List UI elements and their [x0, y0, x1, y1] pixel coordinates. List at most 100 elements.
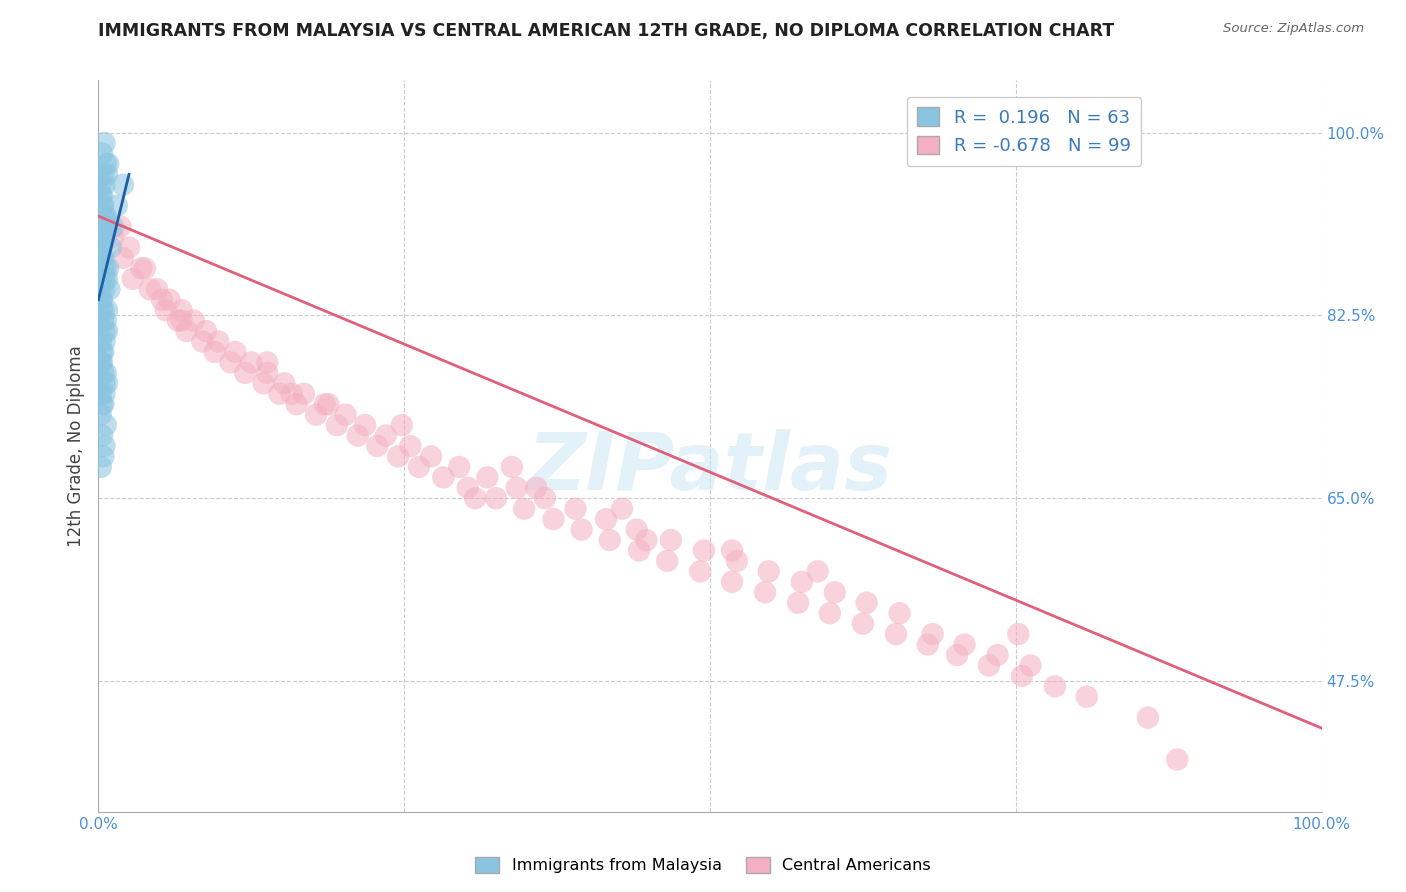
Point: [91, 240, 114, 254]
Point: [721, 574, 744, 589]
Point: [121, 272, 143, 286]
Point: [1136, 711, 1159, 725]
Point: [97, 157, 120, 171]
Point: [91, 366, 114, 380]
Point: [93, 386, 115, 401]
Point: [534, 491, 557, 506]
Point: [754, 585, 776, 599]
Point: [97, 261, 120, 276]
Point: [657, 554, 679, 568]
Point: [725, 554, 748, 568]
Point: [90, 178, 112, 192]
Point: [758, 565, 780, 579]
Point: [256, 355, 278, 369]
Legend: R =  0.196   N = 63, R = -0.678   N = 99: R = 0.196 N = 63, R = -0.678 N = 99: [907, 96, 1142, 166]
Point: [94, 418, 117, 433]
Point: [96, 272, 118, 286]
Point: [94, 313, 117, 327]
Point: [101, 230, 124, 244]
Point: [118, 240, 141, 254]
Y-axis label: 12th Grade, No Diploma: 12th Grade, No Diploma: [66, 345, 84, 547]
Point: [96, 303, 118, 318]
Point: [659, 533, 682, 547]
Point: [93, 178, 115, 192]
Point: [91, 345, 114, 359]
Point: [96, 376, 118, 391]
Point: [93, 282, 115, 296]
Point: [90, 459, 112, 474]
Point: [134, 261, 156, 276]
Point: [219, 355, 242, 369]
Point: [93, 136, 115, 150]
Point: [318, 397, 340, 411]
Point: [176, 324, 198, 338]
Point: [399, 439, 422, 453]
Point: [824, 585, 846, 599]
Point: [477, 470, 499, 484]
Point: [1076, 690, 1098, 704]
Point: [91, 428, 114, 442]
Point: [889, 606, 911, 620]
Text: ZIPatlas: ZIPatlas: [527, 429, 893, 507]
Point: [91, 397, 114, 411]
Point: [91, 188, 114, 202]
Point: [91, 450, 114, 464]
Point: [524, 481, 547, 495]
Point: [917, 638, 939, 652]
Point: [457, 481, 479, 495]
Point: [91, 355, 114, 369]
Point: [1011, 669, 1033, 683]
Point: [501, 459, 523, 474]
Point: [91, 303, 114, 318]
Point: [233, 366, 256, 380]
Point: [1043, 679, 1066, 693]
Point: [464, 491, 486, 506]
Point: [195, 324, 218, 338]
Point: [91, 199, 114, 213]
Point: [94, 209, 117, 223]
Point: [953, 638, 976, 652]
Point: [90, 188, 112, 202]
Point: [150, 293, 173, 307]
Point: [90, 408, 112, 422]
Point: [91, 199, 114, 213]
Point: [721, 543, 744, 558]
Point: [595, 512, 617, 526]
Point: [391, 418, 413, 433]
Point: [374, 428, 396, 442]
Point: [93, 230, 115, 244]
Point: [93, 334, 115, 349]
Point: [256, 366, 278, 380]
Point: [790, 574, 813, 589]
Point: [91, 251, 114, 265]
Point: [90, 355, 112, 369]
Point: [94, 157, 117, 171]
Point: [91, 397, 114, 411]
Point: [420, 450, 443, 464]
Point: [101, 219, 124, 234]
Point: [90, 386, 112, 401]
Point: [1007, 627, 1029, 641]
Point: [93, 219, 115, 234]
Point: [986, 648, 1008, 662]
Point: [921, 627, 943, 641]
Point: [155, 303, 177, 318]
Point: [252, 376, 274, 391]
Point: [543, 512, 565, 526]
Point: [91, 146, 114, 161]
Point: [91, 293, 114, 307]
Point: [1019, 658, 1042, 673]
Point: [693, 543, 716, 558]
Point: [96, 324, 118, 338]
Point: [855, 596, 877, 610]
Point: [191, 334, 214, 349]
Point: [946, 648, 969, 662]
Point: [689, 565, 711, 579]
Point: [408, 459, 430, 474]
Point: [326, 418, 349, 433]
Point: [280, 386, 302, 401]
Point: [305, 408, 328, 422]
Point: [90, 282, 112, 296]
Point: [183, 313, 205, 327]
Point: [628, 543, 651, 558]
